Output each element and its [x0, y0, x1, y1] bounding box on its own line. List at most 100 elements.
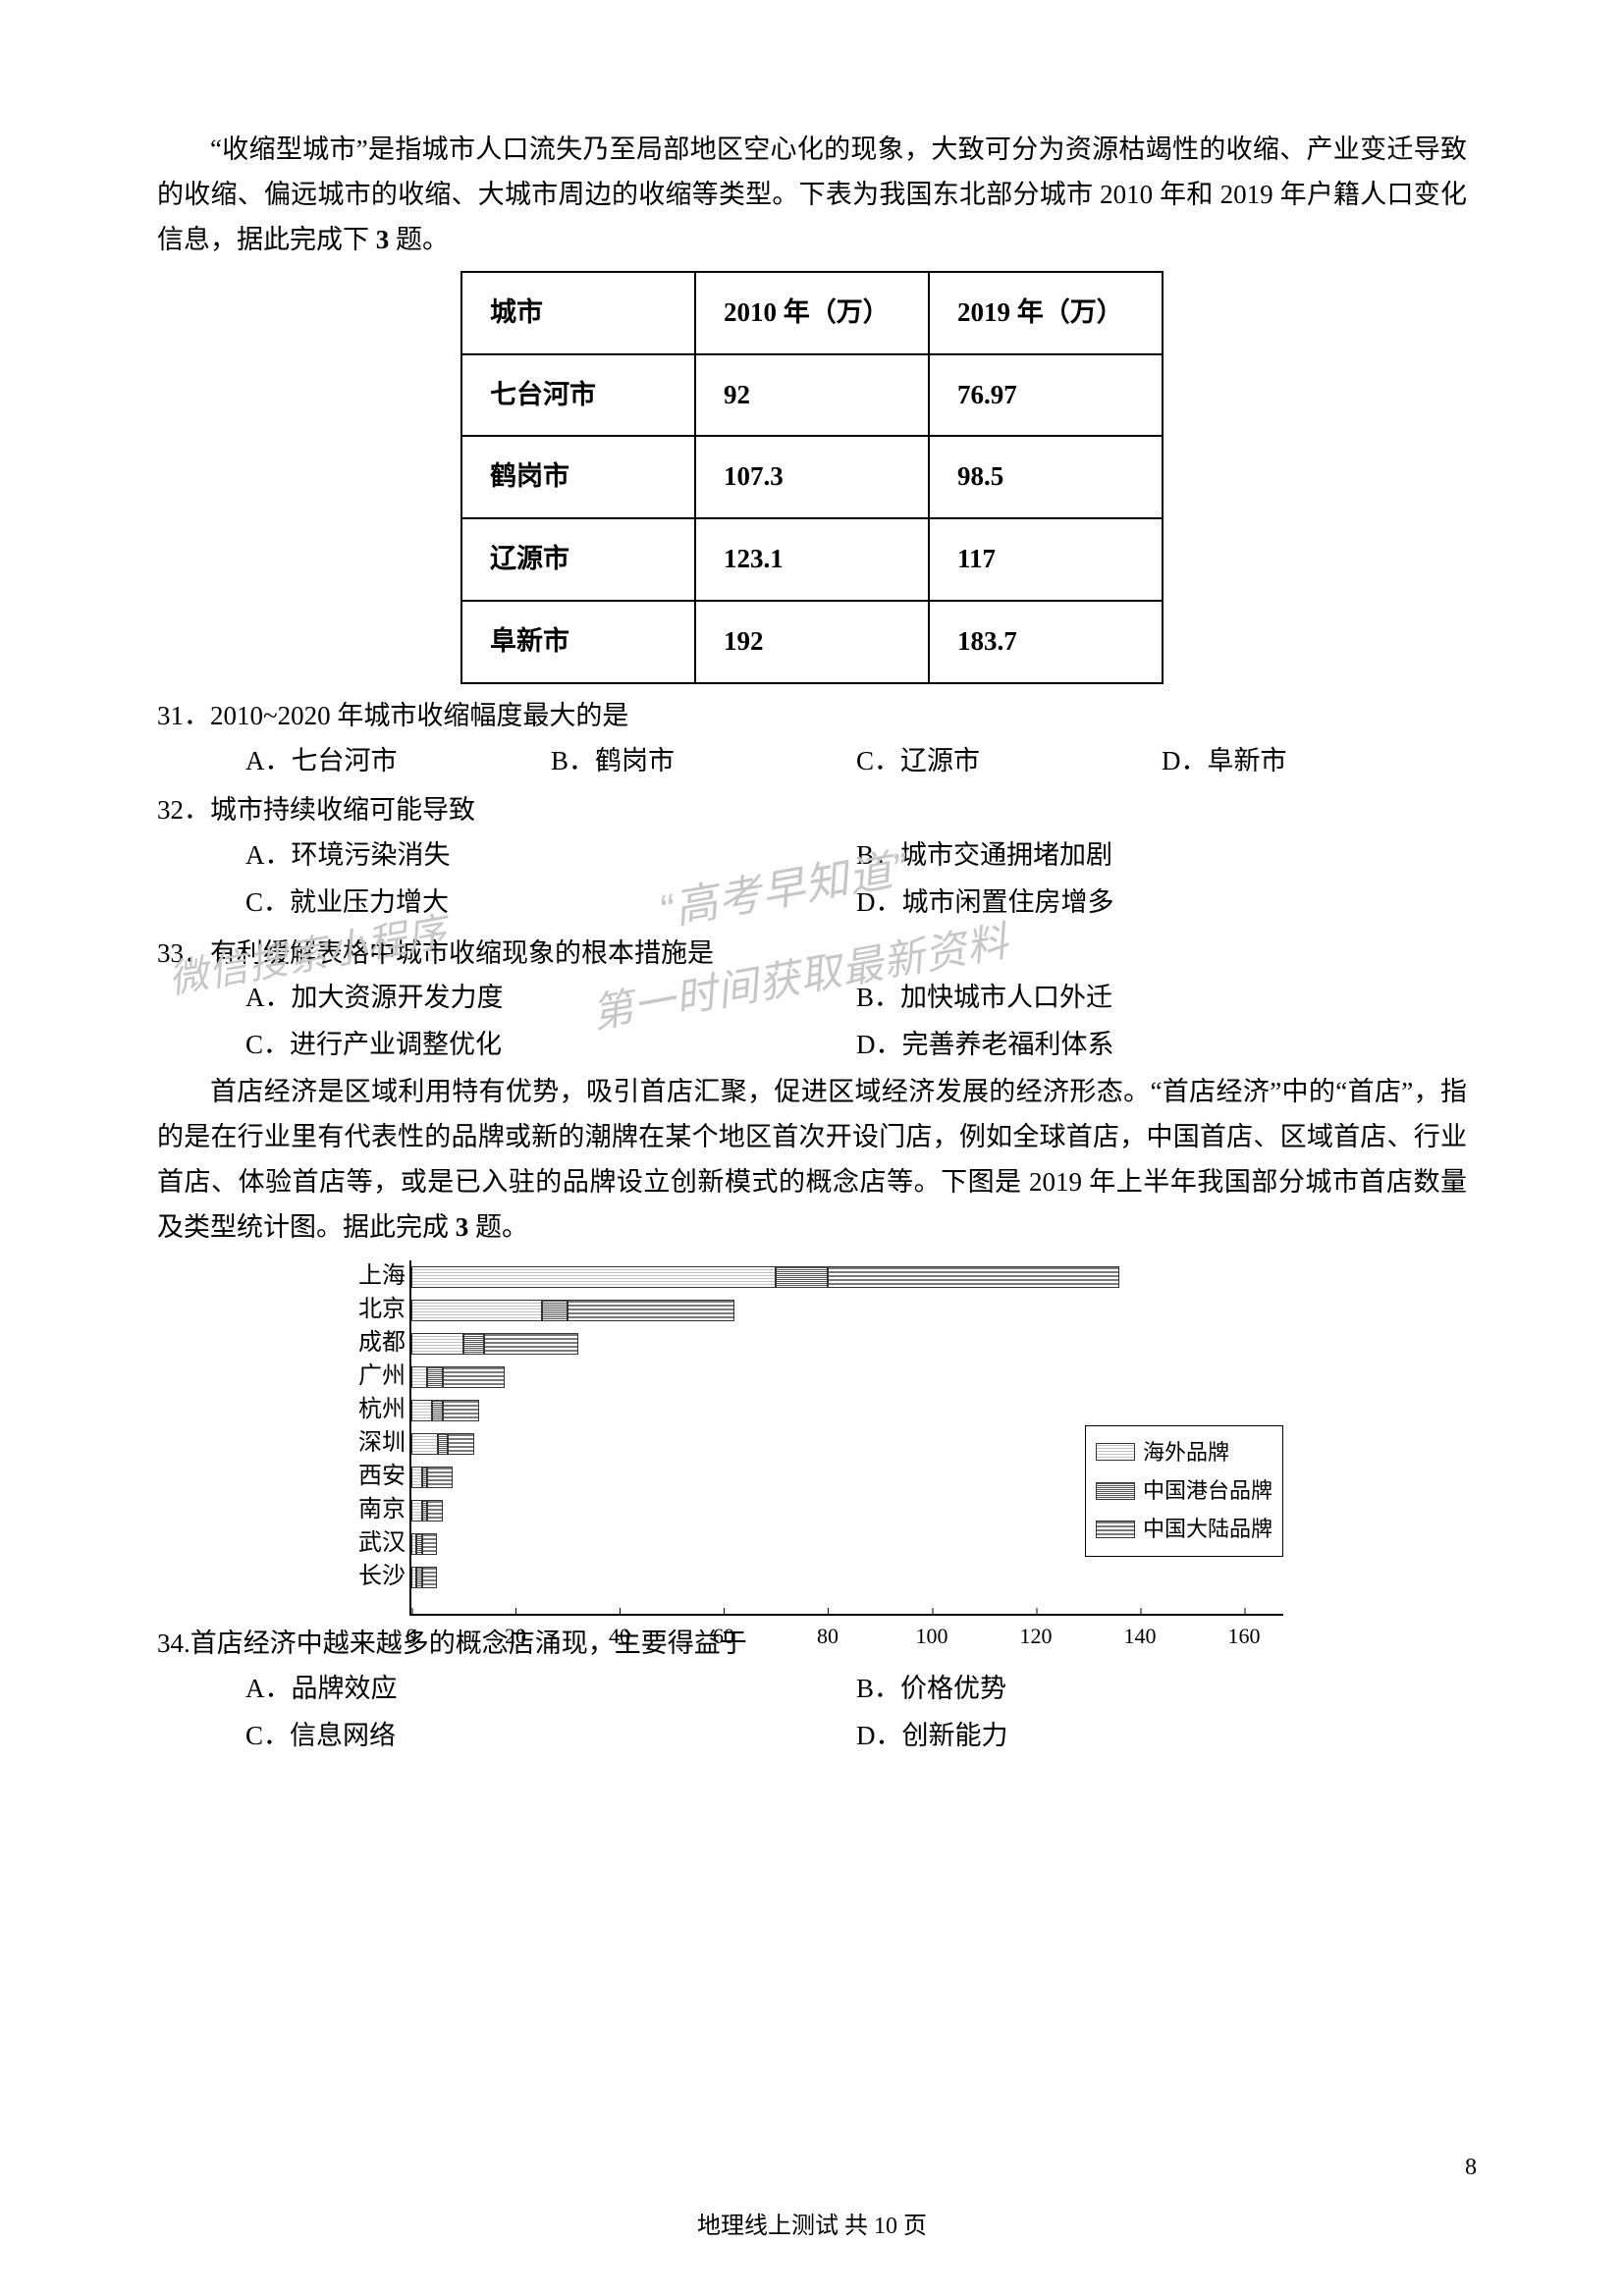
q33-stem: 有利缓解表格中城市收缩现象的根本措施是: [210, 938, 714, 968]
chart-xtick: 40: [609, 1614, 630, 1654]
table-row: 七台河市9276.97: [461, 354, 1163, 437]
chart-xtick: 160: [1228, 1614, 1261, 1654]
legend-row: 中国大陆品牌: [1096, 1511, 1272, 1547]
chart-bar-row: 上海: [411, 1266, 1119, 1288]
table-cell: 七台河市: [461, 354, 695, 437]
table-cell: 辽源市: [461, 518, 695, 601]
q32-opt-d: D．城市闲置住房增多: [856, 881, 1467, 926]
table-cell: 阜新市: [461, 601, 695, 683]
intro2-text-c: 题。: [468, 1212, 528, 1242]
q34-number: 34.: [157, 1629, 190, 1658]
question-32: 32．城市持续收缩可能导致 A．环境污染消失 C．就业压力增大 B．城市交通拥堵…: [157, 788, 1467, 928]
chart-bar-segment-hkmt: [432, 1400, 443, 1421]
q31-opt-a: A．七台河市: [245, 739, 551, 784]
table-cell: 76.97: [929, 354, 1163, 437]
q31-opt-d: D．阜新市: [1162, 739, 1467, 784]
chart-bar-segment-mainland: [427, 1500, 443, 1522]
q31-options: A．七台河市 B．鹤岗市 C．辽源市 D．阜新市: [245, 739, 1467, 784]
chart-bar-segment-mainland: [443, 1366, 506, 1388]
chart-bar-segment-mainland: [422, 1533, 438, 1555]
table-row: 鹤岗市107.398.5: [461, 436, 1163, 518]
intro2-bold-count: 3: [456, 1212, 469, 1242]
table-cell: 92: [695, 354, 929, 437]
chart-legend: 海外品牌中国港台品牌中国大陆品牌: [1085, 1425, 1283, 1557]
chart-bar-row: 杭州: [411, 1400, 479, 1421]
chart-bar-segment-hkmt: [463, 1333, 484, 1355]
chart-bar-row: 武汉: [411, 1533, 437, 1555]
q33-opt-d: D．完善养老福利体系: [856, 1023, 1467, 1068]
chart-bar-segment-overseas: [411, 1400, 432, 1421]
table-cell: 117: [929, 518, 1163, 601]
q32-opt-a: A．环境污染消失: [245, 833, 856, 879]
chart-bar-row: 长沙: [411, 1567, 437, 1588]
question-31: 31．2010~2020 年城市收缩幅度最大的是 A．七台河市 B．鹤岗市 C．…: [157, 694, 1467, 784]
table-header-cell: 2010 年（万）: [695, 272, 929, 354]
question-33: 33．有利缓解表格中城市收缩现象的根本措施是 A．加大资源开发力度 C．进行产业…: [157, 932, 1467, 1071]
chart-bar-segment-mainland: [443, 1400, 479, 1421]
legend-label: 海外品牌: [1143, 1434, 1229, 1470]
chart-bar-row: 成都: [411, 1333, 578, 1355]
legend-row: 海外品牌: [1096, 1434, 1272, 1470]
q31-stem: 2010~2020 年城市收缩幅度最大的是: [210, 701, 628, 730]
chart-xtick: 60: [713, 1614, 734, 1654]
q32-options: A．环境污染消失 C．就业压力增大 B．城市交通拥堵加剧 D．城市闲置住房增多: [245, 833, 1467, 928]
chart-bar-segment-overseas: [411, 1467, 422, 1488]
q32-number: 32．: [157, 795, 210, 825]
q33-number: 33．: [157, 938, 210, 968]
chart-bar-segment-overseas: [411, 1500, 422, 1522]
chart-bar-segment-mainland: [484, 1333, 577, 1355]
chart-city-label: 长沙: [358, 1557, 411, 1597]
q34-opt-c: C．信息网络: [245, 1714, 856, 1759]
q33-options: A．加大资源开发力度 C．进行产业调整优化 B．加快城市人口外迁 D．完善养老福…: [245, 976, 1467, 1070]
q33-opt-c: C．进行产业调整优化: [245, 1023, 856, 1068]
table-cell: 98.5: [929, 436, 1163, 518]
legend-label: 中国港台品牌: [1143, 1472, 1272, 1509]
chart-bar-segment-mainland: [427, 1467, 454, 1488]
chart-bar-segment-overseas: [411, 1433, 438, 1455]
chart-bar-segment-hkmt: [542, 1300, 568, 1321]
table-row: 辽源市123.1117: [461, 518, 1163, 601]
q34-options: A．品牌效应 C．信息网络 B．价格优势 D．创新能力: [245, 1667, 1467, 1761]
chart-xtick: 140: [1124, 1614, 1157, 1654]
legend-swatch: [1096, 1443, 1135, 1461]
legend-label: 中国大陆品牌: [1143, 1511, 1272, 1547]
page-footer: 地理线上测试 共 10 页: [0, 2207, 1624, 2247]
q31-opt-c: C．辽源市: [856, 739, 1162, 784]
q32-stem: 城市持续收缩可能导致: [210, 795, 475, 825]
chart-xtick: 0: [406, 1614, 417, 1654]
chart-xtick: 100: [916, 1614, 948, 1654]
chart-bar-segment-mainland: [448, 1433, 474, 1455]
intro1-text-c: 题。: [389, 225, 449, 254]
chart-bar-segment-mainland: [422, 1567, 438, 1588]
q32-opt-b: B．城市交通拥堵加剧: [856, 833, 1467, 879]
chart-xtick: 80: [817, 1614, 839, 1654]
chart-bar-segment-hkmt: [438, 1433, 449, 1455]
chart-bar-row: 深圳: [411, 1433, 474, 1455]
legend-swatch: [1096, 1482, 1135, 1500]
q34-stem: 首店经济中越来越多的概念店涌现，主要得益于: [190, 1629, 747, 1658]
legend-row: 中国港台品牌: [1096, 1472, 1272, 1509]
chart-bar-segment-hkmt: [776, 1266, 828, 1288]
page-number: 8: [1465, 2148, 1477, 2188]
chart-bar-segment-mainland: [568, 1300, 734, 1321]
chart-xtick: 20: [505, 1614, 526, 1654]
q31-number: 31．: [157, 701, 210, 730]
table-cell: 183.7: [929, 601, 1163, 683]
legend-swatch: [1096, 1521, 1135, 1538]
chart-bar-segment-overseas: [411, 1366, 427, 1388]
chart-bar-segment-overseas: [411, 1266, 776, 1288]
intro-paragraph-2: 首店经济是区域利用特有优势，吸引首店汇聚，促进区域经济发展的经济形态。“首店经济…: [157, 1070, 1467, 1251]
q34-opt-b: B．价格优势: [856, 1667, 1467, 1712]
chart-bar-row: 西安: [411, 1467, 453, 1488]
q32-opt-c: C．就业压力增大: [245, 881, 856, 926]
chart-bar-row: 南京: [411, 1500, 443, 1522]
table-row: 阜新市192183.7: [461, 601, 1163, 683]
exam-page: “收缩型城市”是指城市人口流失乃至局部地区空心化的现象，大致可分为资源枯竭性的收…: [0, 0, 1624, 2296]
chart-bar-row: 北京: [411, 1300, 734, 1321]
chart-xtick: 120: [1020, 1614, 1053, 1654]
q34-opt-d: D．创新能力: [856, 1714, 1467, 1759]
q34-opt-a: A．品牌效应: [245, 1667, 856, 1712]
intro1-text-a: “收缩型城市”是指城市人口流失乃至局部地区空心化的现象，大致可分为资源枯竭性的收…: [157, 134, 1467, 254]
population-table: 城市2010 年（万）2019 年（万）七台河市9276.97鹤岗市107.39…: [460, 271, 1164, 684]
table-cell: 107.3: [695, 436, 929, 518]
